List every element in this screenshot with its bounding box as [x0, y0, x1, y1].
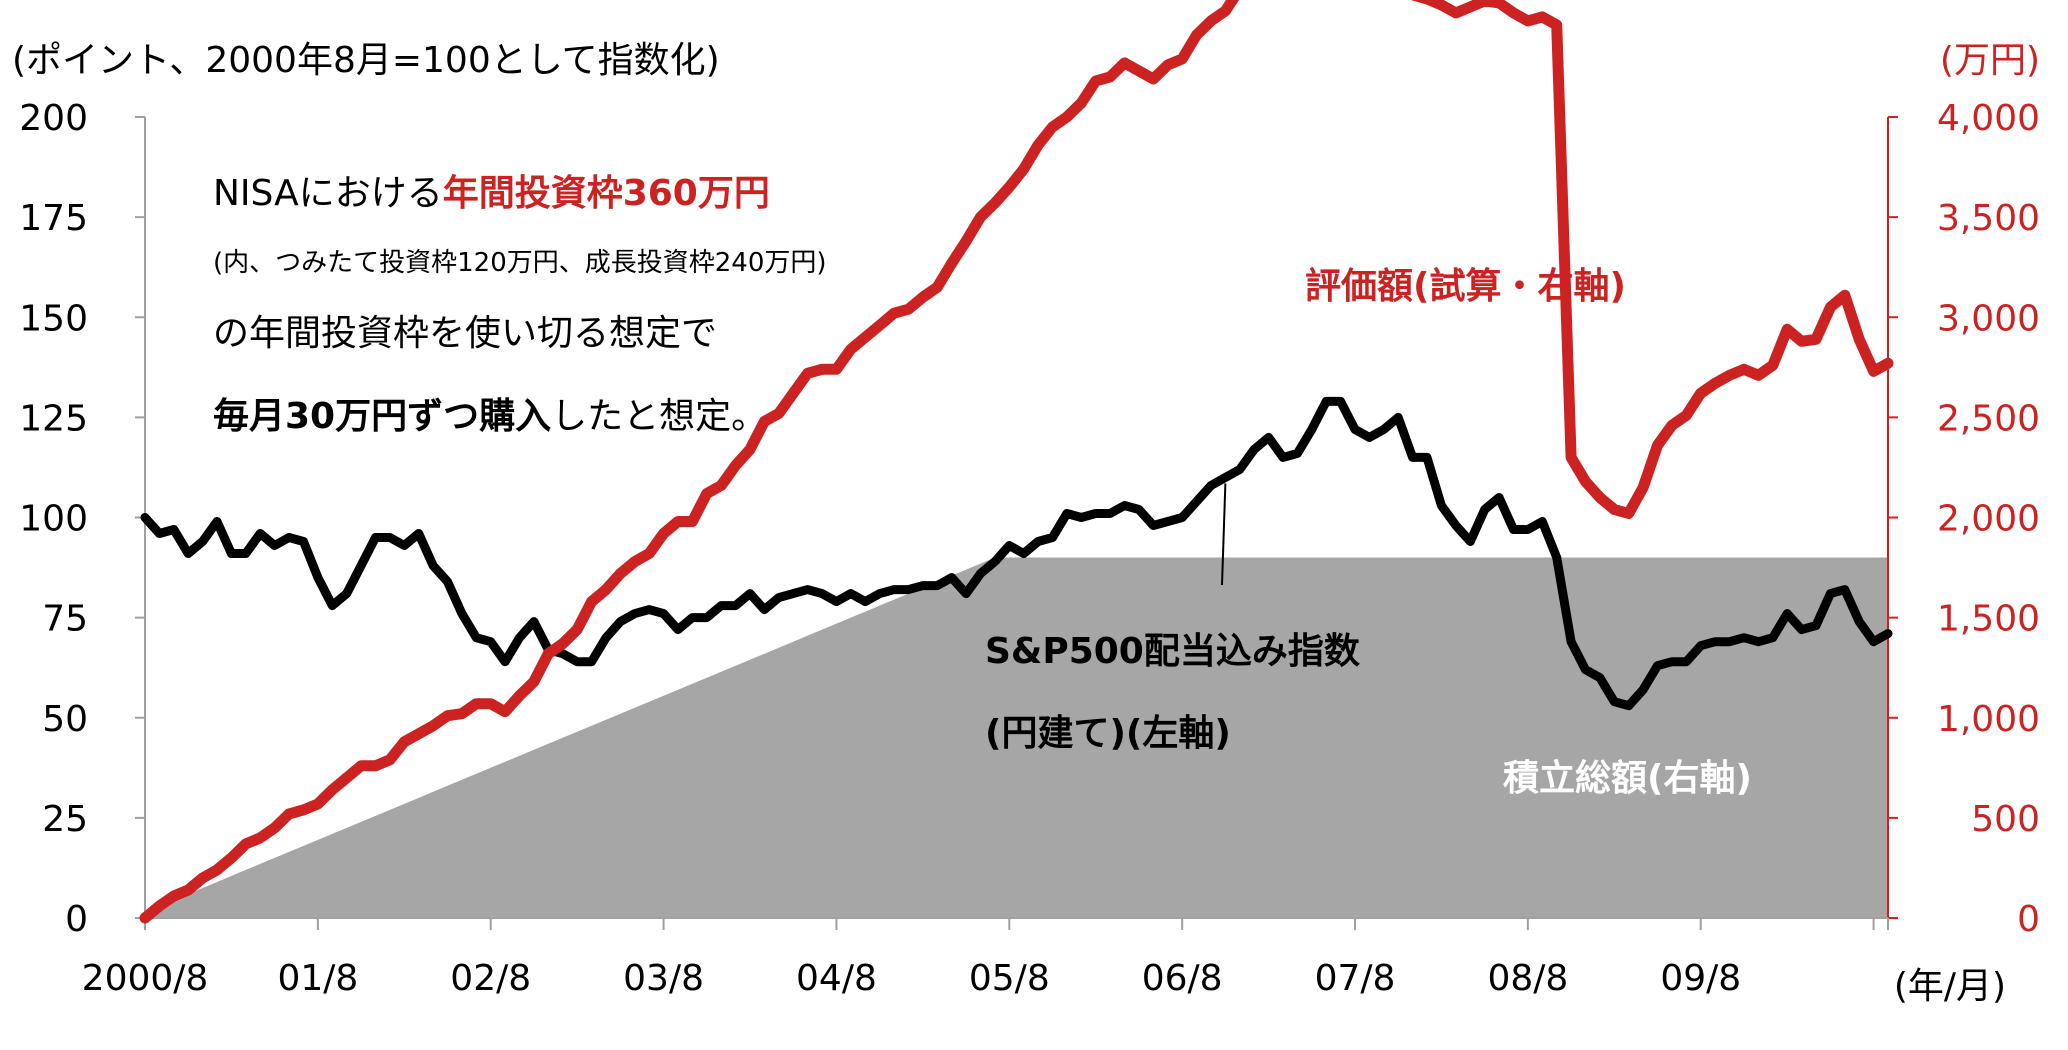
y-left-tick-label: 100	[19, 499, 88, 540]
y-left-tick-label: 200	[19, 98, 88, 139]
series-label-1: 評価額(試算・右軸)	[1305, 266, 1626, 307]
x-tick-label: 01/8	[277, 958, 358, 999]
series-line-0	[140, 396, 1893, 711]
y-right-tick-label: 3,000	[1937, 298, 2040, 339]
x-tick-label: 05/8	[969, 958, 1050, 999]
y-left-tick-label: 25	[42, 799, 88, 840]
series-label-0-line-1: S&P500配当込み指数	[985, 631, 1360, 672]
note-line-4: 毎月30万円ずつ購入したと想定。	[213, 396, 767, 437]
y-left-tick-label: 0	[65, 899, 88, 940]
y-right-tick-label: 1,000	[1937, 699, 2040, 740]
right-axis-unit: (万円)	[1940, 40, 2040, 81]
left-axis-unit: (ポイント、2000年8月=100として指数化)	[12, 40, 720, 81]
note-line-1-a: NISAにおける	[213, 173, 443, 214]
x-tick-label: 03/8	[623, 958, 704, 999]
y-right-tick-label: 3,500	[1937, 198, 2040, 239]
note-line-3: の年間投資枠を使い切る想定で	[213, 313, 717, 354]
note-line-4-a: 毎月30万円ずつ購入	[213, 396, 551, 437]
x-tick-label: 04/8	[796, 958, 877, 999]
x-tick-label: 02/8	[450, 958, 531, 999]
series-label-0-line-2: (円建て)(左軸)	[985, 713, 1231, 754]
note-line-1: NISAにおける年間投資枠360万円	[213, 173, 770, 214]
y-right-tick-label: 2,000	[1937, 499, 2040, 540]
series-line-1	[139, 0, 1894, 924]
y-right-tick-label: 4,000	[1937, 98, 2040, 139]
y-left-tick-label: 175	[19, 198, 88, 239]
x-tick-label: 06/8	[1142, 958, 1223, 999]
y-right-tick-label: 0	[2017, 899, 2040, 940]
y-right-tick-label: 1,500	[1937, 599, 2040, 640]
y-right-tick-label: 2,500	[1937, 398, 2040, 439]
y-left-tick-label: 150	[19, 298, 88, 339]
y-right-tick-label: 500	[1971, 799, 2040, 840]
note-line-2: (内、つみたて投資枠120万円、成長投資枠240万円)	[213, 248, 827, 278]
note-line-1-b: 年間投資枠360万円	[443, 173, 770, 214]
series-label-2: 積立総額(右軸)	[1503, 758, 1752, 799]
x-tick-label: 07/8	[1315, 958, 1396, 999]
index-leader-line	[1221, 483, 1227, 586]
x-tick-label: 2000/8	[82, 958, 209, 999]
x-tick-label: 09/8	[1660, 958, 1741, 999]
y-left-tick-label: 125	[19, 398, 88, 439]
y-left-tick-label: 50	[42, 699, 88, 740]
x-axis-unit: (年/月)	[1894, 966, 2006, 1007]
x-tick-label: 08/8	[1487, 958, 1568, 999]
note-line-4-b: したと想定。	[551, 396, 767, 437]
y-left-tick-label: 75	[42, 599, 88, 640]
contribution-area	[145, 557, 1888, 918]
